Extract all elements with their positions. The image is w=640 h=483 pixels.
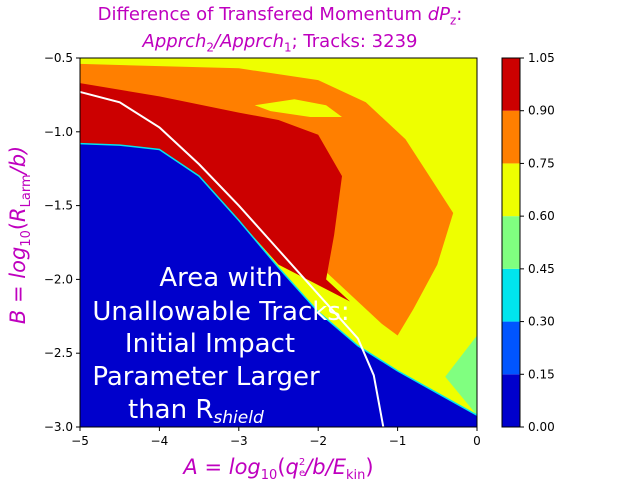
colorbar-tick-label: 0.15 bbox=[528, 367, 555, 381]
region-red bbox=[80, 65, 350, 302]
y-axis: −0.5 −1.0 −1.5 −2.0 −2.5 −3.0 bbox=[44, 51, 80, 434]
annotation-line-3: Initial Impact bbox=[125, 329, 295, 359]
annotation-line-2: Unallowable Tracks: bbox=[92, 297, 349, 327]
colorbar-tick-label: 0.00 bbox=[528, 420, 555, 434]
colorbar: 0.00 0.15 0.30 0.45 0.60 0.75 0.90 1.05 bbox=[501, 51, 555, 434]
region-blue bbox=[80, 143, 477, 427]
chart-title: Difference of Transfered Momentum dPz: bbox=[97, 4, 463, 28]
region-green bbox=[445, 335, 477, 416]
colorbar-segment bbox=[502, 321, 520, 375]
colorbar-segment bbox=[502, 110, 520, 164]
colorbar-segment bbox=[502, 268, 520, 322]
x-tick-label: −2 bbox=[309, 434, 327, 448]
y-tick-label: −2.0 bbox=[44, 272, 73, 286]
plot-frame bbox=[79, 57, 478, 428]
y-tick-label: −1.0 bbox=[44, 125, 73, 139]
colorbar-segment bbox=[502, 163, 520, 217]
y-tick-label: −2.5 bbox=[44, 346, 73, 360]
y-tick-label: −1.5 bbox=[44, 199, 73, 213]
region-cyan-edge bbox=[79, 142, 478, 416]
y-tick-label: −3.0 bbox=[44, 420, 73, 434]
colorbar-tick-label: 0.75 bbox=[528, 156, 555, 170]
colorbar-tick-label: 1.05 bbox=[528, 51, 555, 65]
x-tick-label: −1 bbox=[389, 434, 407, 448]
x-tick-label: −4 bbox=[151, 434, 169, 448]
annotation-line-4: Parameter Larger bbox=[92, 362, 320, 392]
colorbar-tick-label: 0.45 bbox=[528, 262, 555, 276]
colorbar-tick-label: 0.90 bbox=[528, 104, 555, 118]
x-tick-label: 0 bbox=[473, 434, 481, 448]
plot-area bbox=[79, 57, 478, 428]
chart-subtitle: Apprch2/Apprch1; Tracks: 3239 bbox=[142, 31, 418, 55]
x-axis-label: A = log10(q 2 e/b/Ekin) bbox=[183, 455, 374, 483]
colorbar-tick-label: 0.30 bbox=[528, 315, 555, 329]
colorbar-frame bbox=[501, 57, 521, 428]
colorbar-segment bbox=[502, 216, 520, 269]
annotation-line-5: than Rshield bbox=[128, 395, 264, 428]
y-axis-label: B = log10(RLarm/b) bbox=[5, 145, 35, 325]
annotation-line-1: Area with bbox=[159, 263, 282, 293]
colorbar-tick-label: 0.60 bbox=[528, 209, 555, 223]
x-tick-label: −5 bbox=[71, 434, 89, 448]
x-tick-label: −3 bbox=[230, 434, 248, 448]
region-yellow-tongue bbox=[254, 99, 342, 117]
annotation-line-5-text: than R bbox=[128, 395, 213, 425]
annotation-line-5-sub: shield bbox=[213, 408, 264, 428]
white-boundary-line bbox=[79, 90, 385, 428]
x-axis: −5 −4 −3 −2 −1 0 bbox=[71, 427, 481, 448]
colorbar-segment bbox=[502, 374, 520, 427]
y-tick-label: −0.5 bbox=[44, 51, 73, 65]
colorbar-segment bbox=[502, 58, 520, 111]
